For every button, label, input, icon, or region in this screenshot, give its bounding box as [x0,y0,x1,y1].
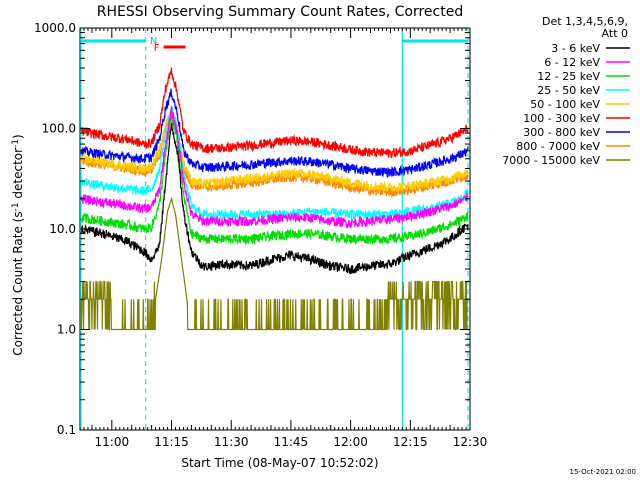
legend-label: 100 - 300 keV [523,112,600,125]
series-line-6-12keV [80,106,469,229]
x-tick-label: 11:30 [214,435,249,449]
y-axis-label: Corrected Count Rate (s-1 detector-1) [11,134,25,355]
footer-timestamp: 15-Oct-2021 02:00 [570,468,636,476]
flare-label: F [154,43,160,54]
legend-label: 7000 - 15000 keV [502,154,600,167]
chart-title: RHESSI Observing Summary Count Rates, Co… [97,4,463,20]
x-tick-label: 11:15 [154,435,189,449]
legend-label: 300 - 800 keV [523,126,600,139]
x-tick-label: 11:45 [274,435,309,449]
axis-ticks: 0.1 1.0 10.0 100.0 1000.0 11:00 11:15 11:30 11:4… [34,21,487,449]
annotations: NF [80,36,469,54]
y-axis-label-part-3: ) [11,134,25,139]
legend-label: 12 - 25 keV [537,70,600,83]
y-axis-label-sup-1: -1 [11,202,21,211]
legend-label: 800 - 7000 keV [516,140,600,153]
x-tick-label: 12:00 [333,435,368,449]
x-tick-label: 12:15 [393,435,428,449]
series-line-300-800keV [80,88,469,178]
time-markers [80,28,469,430]
x-tick-label: 12:30 [453,435,488,449]
y-axis-label-sup-2: -1 [11,139,21,148]
y-axis-label-part-1: Corrected Count Rate (s [11,211,25,355]
y-tick-label: 0.1 [57,423,76,437]
y-tick-label: 100.0 [42,122,76,136]
y-tick-label: 1.0 [57,323,76,337]
y-axis-label-part-2: detector [11,148,25,203]
series-line-100-300keV [80,67,469,159]
y-tick-label: 10.0 [49,222,76,236]
x-tick-label: 11:00 [95,435,130,449]
night-label: N [150,36,157,47]
series-line-800-7000keV [80,111,469,199]
x-axis-label: Start Time (08-May-07 10:52:02) [181,456,378,470]
legend-label: 25 - 50 keV [537,84,600,97]
legend-header: Att 0 [602,27,628,40]
y-tick-label: 1000.0 [34,21,76,35]
series-line-3-6keV [80,122,469,275]
legend-label: 3 - 6 keV [551,42,600,55]
series-line-12-25keV [80,115,469,246]
legend-label: 50 - 100 keV [530,98,600,111]
series-layer [80,67,469,331]
legend-header: Det 1,3,4,5,6,9, [542,15,628,28]
series-line-50-100keV [80,108,469,194]
series-line-7000-15000keV [80,196,468,331]
legend-label: 6 - 12 keV [544,56,600,69]
